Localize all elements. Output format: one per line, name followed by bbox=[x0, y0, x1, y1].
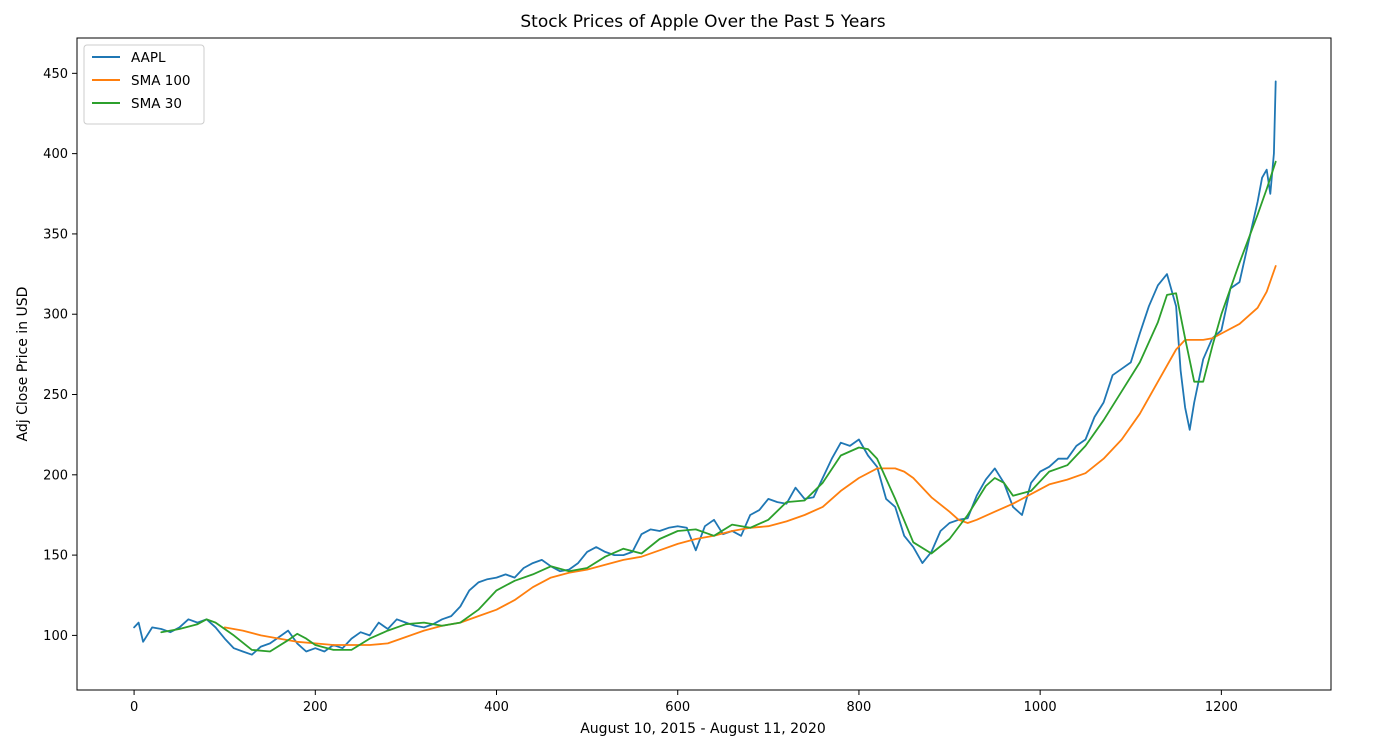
legend-label: SMA 100 bbox=[131, 73, 191, 89]
y-tick-label: 100 bbox=[43, 629, 68, 644]
y-axis: 100 150 200 250 300 350 400 450 bbox=[43, 67, 77, 644]
x-axis-label: August 10, 2015 - August 11, 2020 bbox=[580, 721, 826, 737]
x-tick-label: 1000 bbox=[1024, 700, 1057, 715]
legend-label: AAPL bbox=[131, 50, 166, 66]
y-tick-label: 250 bbox=[43, 388, 68, 403]
legend-box bbox=[83, 44, 205, 125]
series-line-0 bbox=[133, 80, 1277, 656]
legend-label: SMA 30 bbox=[131, 96, 182, 112]
x-tick-label: 1200 bbox=[1205, 700, 1238, 715]
y-tick-label: 200 bbox=[43, 468, 68, 483]
legend: AAPL SMA 100 SMA 30 bbox=[83, 44, 205, 125]
y-tick-label: 300 bbox=[43, 308, 68, 323]
y-tick-label: 150 bbox=[43, 549, 68, 564]
plot-area-frame bbox=[76, 37, 1332, 691]
x-axis: 0 200 400 600 800 1000 1200 bbox=[130, 690, 1238, 715]
y-tick-label: 400 bbox=[43, 147, 68, 162]
y-tick-label: 350 bbox=[43, 227, 68, 242]
x-tick-label: 400 bbox=[484, 700, 509, 715]
x-tick-label: 0 bbox=[130, 700, 138, 715]
series-line-1 bbox=[223, 265, 1277, 646]
x-tick-label: 200 bbox=[303, 700, 328, 715]
x-tick-label: 600 bbox=[665, 700, 690, 715]
x-tick-label: 800 bbox=[847, 700, 872, 715]
y-tick-label: 450 bbox=[43, 67, 68, 82]
series-layer bbox=[133, 80, 1277, 656]
chart-title: Stock Prices of Apple Over the Past 5 Ye… bbox=[520, 12, 885, 32]
series-line-2 bbox=[160, 160, 1277, 653]
y-axis-label: Adj Close Price in USD bbox=[15, 287, 31, 442]
